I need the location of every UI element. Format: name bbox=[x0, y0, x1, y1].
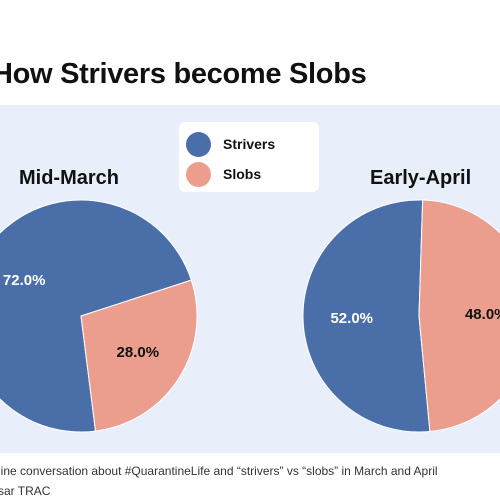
legend-swatch-slobs bbox=[186, 162, 211, 187]
slice-label-mid-march-strivers: 72.0% bbox=[3, 272, 46, 289]
legend-item-slobs: Slobs bbox=[179, 159, 319, 189]
legend-label-strivers: Strivers bbox=[223, 136, 276, 152]
legend-swatch-strivers bbox=[186, 132, 211, 157]
slice-label-mid-march-slobs: 28.0% bbox=[117, 344, 160, 361]
pie-title-mid-march: Mid-March bbox=[19, 167, 119, 189]
pie-title-early-april: Early-April bbox=[370, 167, 472, 189]
legend: Strivers Slobs bbox=[179, 122, 319, 192]
pie-slice-mid-march-slobs bbox=[80, 279, 198, 432]
pie-early-april: 52.0% 48.0% bbox=[302, 199, 500, 433]
legend-label-slobs: Slobs bbox=[223, 166, 262, 182]
pie-slice-mid-march-strivers bbox=[0, 199, 192, 433]
pie-mid-march: 72.0% 28.0% bbox=[0, 199, 198, 433]
slice-label-early-april-slobs: 48.0% bbox=[465, 306, 500, 323]
caption-line-1: line conversation about #QuarantineLife … bbox=[0, 464, 438, 478]
caption-line-2: sar TRAC bbox=[0, 484, 51, 498]
pie-slice-early-april-strivers bbox=[302, 199, 431, 433]
chart-title: How Strivers become Slobs bbox=[0, 58, 367, 90]
pie-slice-early-april-slobs bbox=[418, 199, 500, 433]
legend-item-strivers: Strivers bbox=[179, 129, 319, 159]
slice-label-early-april-strivers: 52.0% bbox=[330, 310, 373, 327]
